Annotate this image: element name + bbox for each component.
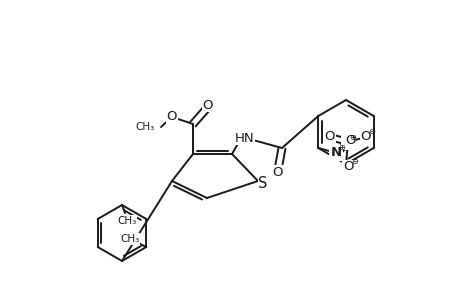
Text: O: O	[202, 98, 213, 112]
Text: CH₃: CH₃	[120, 234, 140, 244]
Text: HN: HN	[235, 131, 254, 145]
Text: O: O	[344, 134, 355, 148]
Text: ⊕: ⊕	[337, 143, 344, 152]
Text: ⊖: ⊖	[350, 158, 357, 166]
Text: O: O	[360, 130, 370, 143]
Text: ⊖: ⊖	[368, 128, 375, 136]
Text: N: N	[330, 146, 341, 160]
Text: O: O	[342, 160, 353, 173]
Text: S: S	[258, 176, 267, 191]
Text: O: O	[166, 110, 177, 124]
Text: N: N	[341, 136, 353, 148]
Text: CH₃: CH₃	[135, 122, 155, 132]
Text: ⊕: ⊕	[349, 133, 356, 142]
Text: CH₃: CH₃	[117, 216, 136, 226]
Text: O: O	[272, 166, 283, 178]
Text: O: O	[324, 130, 335, 143]
